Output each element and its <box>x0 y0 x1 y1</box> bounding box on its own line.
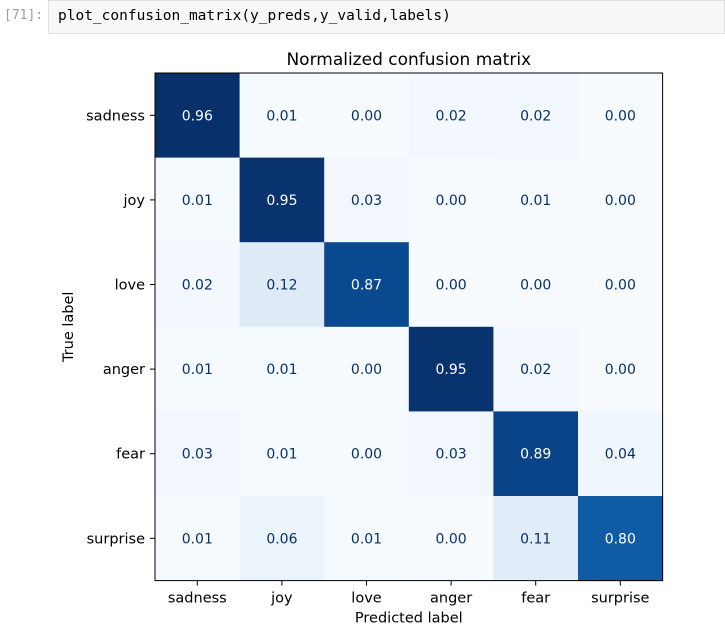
cell-prompt: [71]: <box>4 8 44 23</box>
y-axis-label: True label <box>61 292 77 363</box>
cell-value-label: 0.00 <box>436 278 467 294</box>
chart-title: Normalized confusion matrix <box>286 50 531 70</box>
cell-value-label: 0.01 <box>351 531 382 547</box>
matrix-cell <box>408 73 494 159</box>
matrix-cell <box>408 411 494 497</box>
matrix-cell <box>239 242 325 328</box>
matrix-cell <box>324 496 410 582</box>
cell-value-label: 0.01 <box>182 193 213 209</box>
cell-value-label: 0.00 <box>605 362 636 378</box>
code-text: plot_confusion_matrix(y_preds,y_valid,la… <box>58 8 451 24</box>
cell-value-label: 0.96 <box>182 108 213 124</box>
cell-value-label: 0.01 <box>266 362 297 378</box>
cell-value-label: 0.00 <box>605 278 636 294</box>
matrix-cell <box>578 496 664 582</box>
matrix-cell <box>493 73 579 159</box>
x-tick-label: anger <box>430 591 472 607</box>
y-tick-label: fear <box>116 447 145 463</box>
code-input[interactable]: plot_confusion_matrix(y_preds,y_valid,la… <box>48 0 725 34</box>
y-tick-label: anger <box>103 362 145 378</box>
cell-value-label: 0.95 <box>266 193 297 209</box>
x-tick-label: surprise <box>591 591 649 607</box>
cell-value-label: 0.00 <box>605 108 636 124</box>
cell-value-label: 0.89 <box>520 447 551 463</box>
cell-value-label: 0.02 <box>520 108 551 124</box>
confusion-matrix-chart: 0.96 0.01 0.00 0.02 0.02 0.00 0.01 0.95 0.03 0.00… <box>61 50 664 627</box>
matrix-cell <box>155 242 241 328</box>
matrix-cell <box>324 73 410 159</box>
cell-value-label: 0.87 <box>351 278 382 294</box>
cell-value-label: 0.06 <box>266 531 297 547</box>
cell-value-label: 0.12 <box>266 278 297 294</box>
matrix-cell <box>324 242 410 328</box>
matrix-cell <box>493 411 579 497</box>
matrix-cell <box>155 73 241 159</box>
cell-value-label: 0.04 <box>605 447 636 463</box>
matrix-cell <box>324 411 410 497</box>
matrix-cell <box>155 157 241 243</box>
matrix-cell <box>155 496 241 582</box>
matrix-cell <box>578 242 664 328</box>
cell-value-label: 0.02 <box>182 278 213 294</box>
matrix-cell <box>408 157 494 243</box>
x-tick-label: fear <box>521 591 550 607</box>
cell-value-label: 0.00 <box>351 108 382 124</box>
cell-value-label: 0.00 <box>436 193 467 209</box>
matrix-cell <box>578 411 664 497</box>
x-axis-label: Predicted label <box>355 611 463 627</box>
matrix-cell <box>239 411 325 497</box>
y-tick-label: sadness <box>86 108 145 124</box>
matrix-cell <box>239 326 325 412</box>
notebook-cell: [71]: plot_confusion_matrix(y_preds,y_va… <box>0 0 725 36</box>
x-tick-label: sadness <box>168 591 227 607</box>
matrix-cell <box>239 157 325 243</box>
matrix-cell <box>408 326 494 412</box>
matrix-cell <box>578 73 664 159</box>
matrix-cell <box>578 326 664 412</box>
x-tick-label: love <box>351 591 381 607</box>
cell-value-label: 0.03 <box>436 447 467 463</box>
matrix-cell <box>493 157 579 243</box>
cell-value-label: 0.95 <box>436 362 467 378</box>
x-tick-label: joy <box>270 591 293 607</box>
matrix-cell <box>239 496 325 582</box>
matrix-cell <box>493 326 579 412</box>
cell-value-label: 0.80 <box>605 531 636 547</box>
cell-value-label: 0.01 <box>182 531 213 547</box>
cell-value-label: 0.00 <box>520 278 551 294</box>
y-tick-label: surprise <box>87 531 145 547</box>
cell-value-label: 0.00 <box>351 447 382 463</box>
cell-value-label: 0.02 <box>520 362 551 378</box>
cell-value-label: 0.00 <box>605 193 636 209</box>
matrix-cell <box>239 73 325 159</box>
matrix-cell <box>493 242 579 328</box>
cell-value-label: 0.01 <box>520 193 551 209</box>
matrix-cell <box>155 411 241 497</box>
cell-value-label: 0.01 <box>266 108 297 124</box>
cell-value-label: 0.03 <box>351 193 382 209</box>
matrix-cell <box>408 496 494 582</box>
matrix-cell <box>324 157 410 243</box>
matrix-cell <box>324 326 410 412</box>
cell-value-label: 0.01 <box>266 447 297 463</box>
cell-value-label: 0.03 <box>182 447 213 463</box>
cell-value-label: 0.01 <box>182 362 213 378</box>
cell-value-label: 0.00 <box>436 531 467 547</box>
cell-value-label: 0.11 <box>520 531 551 547</box>
matrix-cell <box>578 157 664 243</box>
cell-value-label: 0.02 <box>436 108 467 124</box>
cell-value-label: 0.00 <box>351 362 382 378</box>
matrix-cell <box>408 242 494 328</box>
y-tick-label: love <box>115 278 145 294</box>
y-tick-label: joy <box>123 193 146 209</box>
plot-frame <box>154 72 664 582</box>
matrix-cell <box>493 496 579 582</box>
matrix-cell <box>155 326 241 412</box>
